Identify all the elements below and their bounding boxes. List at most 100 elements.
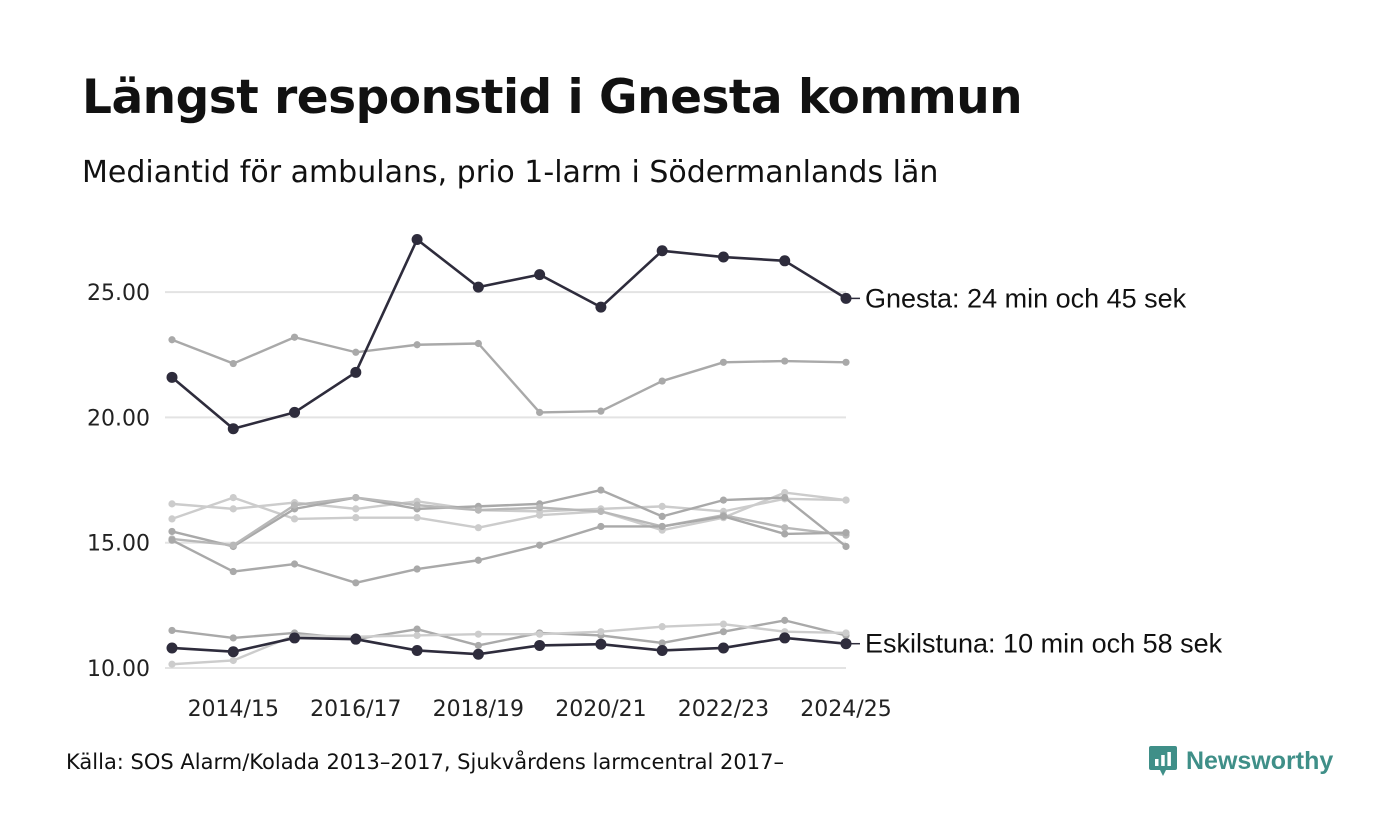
data-point bbox=[719, 496, 728, 504]
brand-name: Newsworthy bbox=[1186, 746, 1334, 775]
data-point bbox=[842, 496, 850, 504]
data-point bbox=[719, 512, 728, 520]
series-eskilstuna bbox=[166, 632, 852, 660]
data-point bbox=[842, 529, 850, 537]
data-point bbox=[168, 527, 176, 536]
data-point bbox=[536, 511, 544, 519]
data-point bbox=[168, 536, 176, 544]
data-point bbox=[166, 371, 178, 383]
data-point bbox=[352, 348, 360, 356]
data-point bbox=[658, 502, 666, 510]
data-point bbox=[413, 501, 421, 509]
end-label-eskilstuna: Eskilstuna: 10 min och 58 sek bbox=[865, 629, 1223, 659]
brand-logo[interactable]: Newsworthy bbox=[1148, 744, 1333, 778]
data-point bbox=[290, 501, 299, 509]
data-point bbox=[597, 407, 605, 415]
data-point bbox=[413, 631, 421, 640]
data-point bbox=[656, 245, 668, 257]
data-point bbox=[719, 620, 728, 628]
source-note: Källa: SOS Alarm/Kolada 2013–2017, Sjukv… bbox=[66, 750, 784, 774]
x-tick-label: 2018/19 bbox=[433, 697, 524, 722]
series-line bbox=[171, 515, 847, 585]
data-point bbox=[290, 333, 299, 341]
data-point bbox=[413, 514, 421, 522]
data-point bbox=[227, 423, 239, 435]
data-point bbox=[717, 251, 729, 263]
data-point bbox=[658, 512, 666, 520]
series-grey-f bbox=[168, 512, 850, 587]
series-grey-d bbox=[168, 486, 850, 551]
data-point bbox=[779, 255, 791, 267]
x-tick-label: 2024/25 bbox=[800, 697, 891, 722]
data-point bbox=[842, 629, 850, 637]
data-point bbox=[166, 642, 178, 654]
x-tick-label: 2020/21 bbox=[555, 697, 646, 722]
data-point bbox=[658, 623, 666, 631]
series-line bbox=[171, 636, 847, 656]
data-point bbox=[597, 522, 605, 531]
data-point bbox=[352, 579, 360, 587]
y-tick-label: 20.00 bbox=[87, 406, 150, 431]
data-point bbox=[168, 500, 176, 508]
series-gnesta bbox=[166, 234, 852, 435]
data-point bbox=[536, 541, 544, 549]
data-point bbox=[842, 358, 850, 366]
line-chart: 10.00 15.00 20.00 25.00 2014/15 2016/17 2018/1… bbox=[87, 234, 1223, 722]
series-line bbox=[171, 336, 847, 414]
data-point bbox=[658, 522, 666, 531]
data-point bbox=[719, 358, 728, 366]
data-point bbox=[536, 408, 544, 417]
data-point bbox=[474, 630, 482, 638]
data-point bbox=[168, 336, 176, 344]
data-point bbox=[474, 641, 482, 650]
chart-subtitle: Mediantid för ambulans, prio 1-larm i Sö… bbox=[82, 155, 939, 190]
data-point bbox=[229, 541, 237, 549]
data-point bbox=[595, 638, 607, 650]
y-tick-label: 15.00 bbox=[87, 532, 150, 557]
data-point bbox=[658, 377, 666, 385]
data-point bbox=[352, 514, 360, 522]
data-point bbox=[411, 644, 423, 656]
series-line bbox=[171, 488, 847, 548]
data-point bbox=[413, 341, 421, 349]
series-line bbox=[171, 238, 847, 430]
data-point bbox=[781, 488, 789, 497]
x-tick-label: 2022/23 bbox=[678, 697, 769, 722]
series-layer bbox=[166, 234, 852, 668]
data-point bbox=[536, 504, 544, 512]
data-point bbox=[229, 505, 237, 513]
label-layer: 10.00 15.00 20.00 25.00 2014/15 2016/17 2018/1… bbox=[87, 281, 1223, 722]
data-point bbox=[352, 494, 360, 502]
data-point bbox=[168, 660, 176, 668]
data-point bbox=[350, 366, 362, 378]
data-point bbox=[474, 339, 482, 348]
data-point bbox=[229, 494, 237, 502]
series-grey-e bbox=[168, 494, 850, 549]
data-point bbox=[658, 639, 666, 647]
data-point bbox=[168, 515, 176, 523]
data-point bbox=[472, 281, 484, 293]
data-point bbox=[289, 632, 301, 644]
data-point bbox=[779, 632, 791, 644]
data-point bbox=[229, 567, 237, 576]
data-point bbox=[781, 616, 789, 624]
data-point bbox=[413, 565, 421, 573]
data-point bbox=[781, 494, 789, 502]
end-label-gnesta: Gnesta: 24 min och 45 sek bbox=[865, 283, 1187, 313]
data-point bbox=[290, 560, 299, 568]
newsworthy-icon bbox=[1149, 746, 1177, 776]
series-line bbox=[171, 496, 847, 547]
data-point bbox=[229, 359, 237, 368]
x-tick-label: 2016/17 bbox=[310, 697, 401, 722]
y-tick-label: 25.00 bbox=[87, 281, 150, 306]
chart-title: Längst responstid i Gnesta kommun bbox=[82, 70, 1023, 125]
data-point bbox=[597, 486, 605, 494]
data-point bbox=[842, 542, 850, 551]
data-point bbox=[472, 648, 484, 660]
series-line bbox=[171, 619, 847, 647]
data-point bbox=[289, 406, 301, 418]
data-point bbox=[474, 524, 482, 532]
series-grey-a bbox=[168, 333, 850, 417]
data-point bbox=[352, 505, 360, 513]
data-point bbox=[413, 625, 421, 633]
